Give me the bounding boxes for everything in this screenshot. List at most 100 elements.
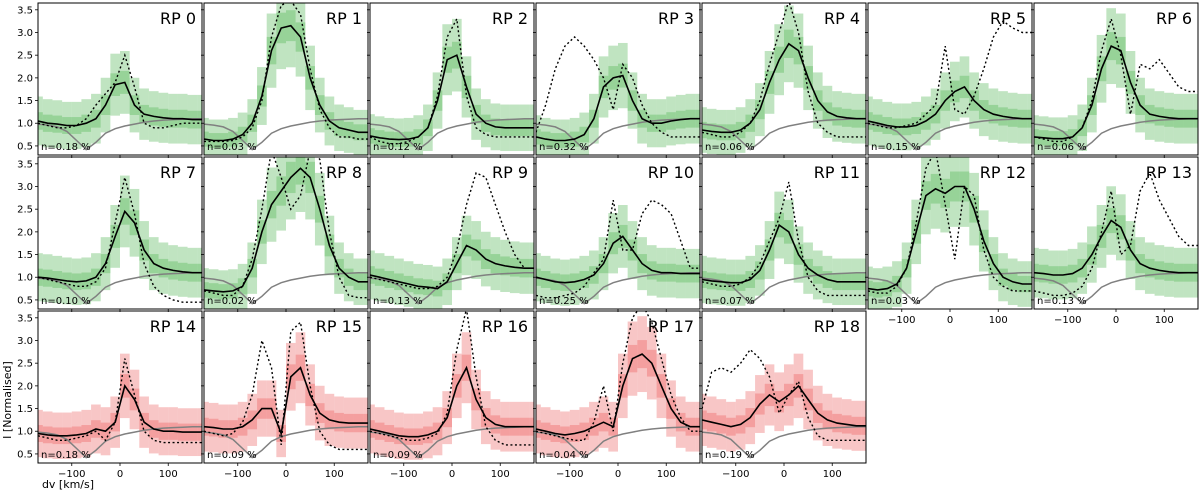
y-tick-label: 1.0 [17,273,33,284]
median-line [536,353,700,436]
y-tick-label: 2.5 [17,359,33,370]
representative-line [38,52,202,129]
panel-plot-area [38,175,202,306]
reference-line [702,271,866,305]
median-line [38,384,202,437]
x-tick-label: 100 [1155,315,1174,326]
panel-plot-area [868,157,1032,309]
y-tick-label: 3.5 [17,313,33,324]
panel-n-fraction: n=0.02 % [207,296,257,307]
panel-plot-area [536,36,700,155]
panel-rp-10: RP 10 n=0.25 % [533,156,701,312]
panel-plot-area [868,20,1032,151]
representative-line [536,199,700,299]
median-line [204,24,368,142]
representative-line [370,171,534,290]
panel-plot-area [1034,171,1198,305]
x-tick-label: 100 [491,469,510,480]
median-line [868,85,1032,128]
x-tick-label: −100 [722,469,749,480]
median-line [370,365,534,438]
x-tick-label: 0 [283,469,289,480]
y-tick-label: 0.5 [17,449,33,460]
y-tick-label: 1.5 [17,404,33,415]
panel-title: RP 10 [648,163,694,182]
reference-line [38,271,202,305]
panel-n-fraction: n=0.15 % [871,142,921,153]
panel-n-fraction: n=0.32 % [539,142,589,153]
representative-line [204,3,368,143]
x-tick-label: −100 [390,469,417,480]
reference-line [204,425,368,459]
panel-title: RP 16 [482,317,528,336]
panel-rp-2: RP 2 n=0.12 % [367,2,535,158]
median-line [702,42,866,134]
panel-rp-13: −100 0 100 RP 13 n=0.13 % [1031,156,1199,326]
panel-rp-8: RP 8 n=0.02 % [201,156,369,312]
reference-line [536,117,700,151]
panel-title: RP 8 [326,163,362,182]
median-line [38,209,202,283]
x-tick-label: 0 [947,315,953,326]
panel-rp-11: RP 11 n=0.07 % [699,156,867,312]
representative-line [204,320,368,451]
panel-title: RP 6 [1156,9,1192,28]
reference-line [1034,271,1198,305]
panel-title: RP 13 [1146,163,1192,182]
x-tick-label: −100 [224,469,251,480]
panel-plot-area [702,181,866,306]
representative-line [38,177,202,303]
y-tick-label: 2.0 [17,227,33,238]
representative-line [370,311,534,446]
reference-line [702,425,866,459]
median-line [702,384,866,428]
x-tick-label: 100 [325,469,344,480]
panel-n-fraction: n=0.07 % [705,296,755,307]
panel-n-fraction: n=0.19 % [705,450,755,461]
panel-rp-15: −100 0 100 RP 15 n=0.09 % [201,310,369,480]
panel-plot-area [1034,8,1198,155]
y-tick-label: 1.0 [17,119,33,130]
reference-line [204,271,368,305]
panel-n-fraction: n=0.06 % [1037,142,1087,153]
panel-rp-18: −100 0 100 RP 18 n=0.19 % [699,310,867,480]
panel-n-fraction: n=0.04 % [539,450,589,461]
panel-plot-area [204,157,368,309]
median-line [370,54,534,141]
panel-n-fraction: n=0.18 % [41,450,91,461]
y-tick-label: 3.5 [17,5,33,16]
y-tick-label: 3.0 [17,182,33,193]
y-tick-label: 1.0 [17,427,33,438]
panel-title: RP 11 [814,163,860,182]
panel-plot-area [204,3,368,155]
x-tick-label: 0 [1113,315,1119,326]
panel-n-fraction: n=0.13 % [1037,296,1087,307]
y-tick-label: 2.0 [17,73,33,84]
median-line [536,74,700,142]
x-tick-label: 100 [159,469,178,480]
panel-rp-5: RP 5 n=0.15 % [865,2,1033,158]
y-tick-label: 0.5 [17,295,33,306]
panel-rp-14: 0.5 1.0 1.5 2.0 2.5 3.0 3.5 −100 0 100 RP 14 n=0.18… [17,310,203,480]
panel-title: RP 5 [990,9,1026,28]
panel-title: RP 1 [326,9,362,28]
representative-line [868,20,1032,129]
y-tick-label: 2.5 [17,51,33,62]
panel-rp-17: −100 0 100 RP 17 n=0.04 % [533,310,701,480]
reference-line [536,425,700,459]
panel-rp-0: 0.5 1.0 1.5 2.0 2.5 3.0 3.5 RP 0 n=0.18 % [17,2,203,158]
y-axis-label: I [Normalised] [1,361,14,439]
reference-line [868,117,1032,151]
x-tick-label: 100 [823,469,842,480]
x-tick-label: −100 [556,469,583,480]
panel-title: RP 15 [316,317,362,336]
representative-line [536,311,700,441]
panel-rp-3: RP 3 n=0.32 % [533,2,701,158]
reference-line [38,117,202,151]
x-tick-label: 0 [781,469,787,480]
panel-rp-16: −100 0 100 RP 16 n=0.09 % [367,310,535,480]
reference-line [370,117,534,151]
panel-plot-area [370,171,534,309]
panel-title: RP 12 [980,163,1026,182]
